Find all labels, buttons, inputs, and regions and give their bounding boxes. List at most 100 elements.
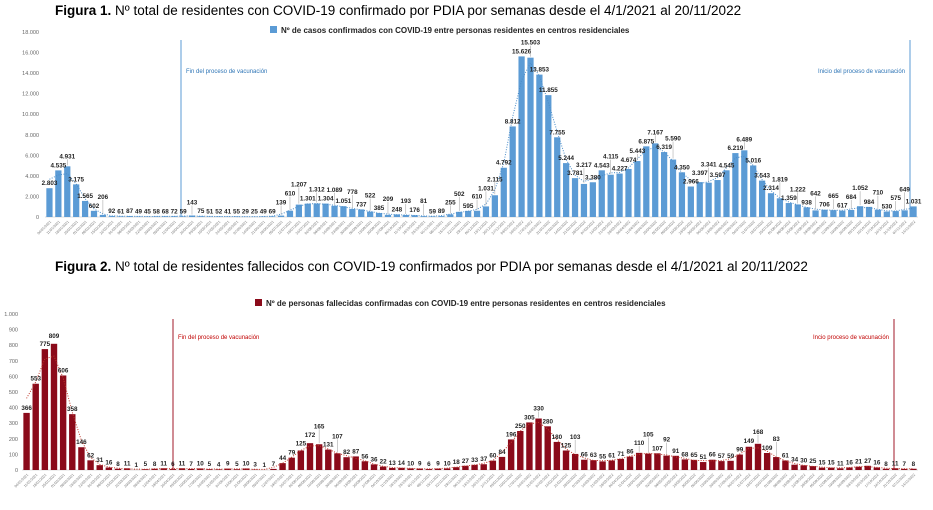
data-label: 66 [709, 452, 717, 459]
data-label: 6.489 [736, 136, 752, 143]
data-label: 41 [224, 209, 232, 216]
y-tick-label: 100 [9, 452, 18, 458]
data-label: 66 [581, 452, 589, 459]
bar-07/02/2022 [554, 137, 561, 217]
data-label: 11 [179, 460, 186, 467]
bar-06/06/2022 [705, 182, 712, 217]
data-label: 59 [429, 208, 437, 215]
data-label: 62 [87, 452, 95, 459]
data-label: 1.207 [291, 182, 307, 189]
bar-23/05/2022 [681, 459, 689, 470]
bar-11/10/2021 [389, 467, 396, 470]
bar-21/06/2021 [260, 216, 267, 217]
bar-28/03/2022 [608, 460, 615, 470]
y-tick-label: 14.000 [22, 71, 39, 77]
data-label: 15.626 [512, 48, 532, 55]
bar-28/02/2022 [580, 183, 588, 217]
vaccination-annotation: Fin del proceso de vacunación [178, 335, 259, 341]
data-label: 110 [634, 440, 645, 447]
bar-04/10/2021 [393, 214, 400, 217]
data-label: 3.341 [701, 162, 717, 169]
bar-16/08/2021 [331, 205, 338, 217]
data-label: 5 [144, 461, 148, 468]
bar-29/03/2021 [153, 216, 160, 217]
bar-30/08/2021 [334, 453, 341, 470]
bar-20/06/2022 [723, 170, 730, 217]
bar-17/05/2021 [197, 468, 204, 470]
data-label: 250 [515, 423, 526, 430]
data-label: 3.781 [567, 170, 583, 177]
bar-24/01/2022 [536, 74, 543, 217]
data-label: 18 [453, 459, 461, 466]
bar-22/11/2021 [456, 211, 463, 217]
data-label: 11 [837, 460, 844, 467]
data-label: 56 [361, 453, 369, 460]
bar-25/07/2022 [767, 193, 775, 217]
bar-15/08/2022 [791, 464, 798, 470]
bar-30/05/2022 [690, 459, 698, 470]
data-label: 193 [401, 198, 412, 205]
data-label: 25 [809, 458, 817, 465]
bar-20/12/2021 [480, 464, 487, 470]
bar-12/07/2021 [270, 468, 277, 470]
bar-06/09/2021 [358, 209, 365, 217]
bar-08/11/2021 [425, 469, 433, 470]
bar-08/08/2022 [785, 203, 792, 217]
data-label: 31 [96, 457, 104, 464]
bar-21/02/2022 [571, 178, 579, 217]
data-label: 4.545 [719, 162, 735, 169]
bar-17/10/2022 [874, 209, 882, 217]
bar-07/03/2022 [581, 459, 588, 470]
data-label: 9 [418, 461, 422, 468]
data-label: 775 [40, 341, 51, 348]
bar-29/11/2021 [453, 467, 460, 470]
data-label: 330 [533, 406, 544, 413]
data-label: 84 [498, 449, 506, 456]
bar-20/09/2021 [375, 213, 383, 217]
bar-18/10/2021 [398, 467, 405, 470]
data-label: 8 [912, 461, 916, 468]
data-label: 149 [744, 438, 755, 445]
data-label: 49 [260, 208, 268, 215]
bar-21/03/2022 [599, 461, 606, 470]
data-label: 143 [187, 200, 198, 207]
bar-01/02/2021 [81, 200, 89, 217]
figure-1-chart: Nº de casos confirmados con COVID-19 ent… [22, 26, 922, 235]
bar-11/04/2022 [634, 161, 641, 217]
data-label: 1.819 [772, 176, 788, 183]
data-label: 21 [855, 459, 863, 466]
data-label: 4.227 [612, 166, 628, 173]
data-label: 87 [352, 448, 360, 455]
data-label: 3 [253, 462, 257, 469]
legend: Nº de personas fallecidas confirmadas co… [255, 299, 666, 308]
data-label: 8 [153, 461, 157, 468]
data-label: 16 [846, 460, 854, 467]
bar-07/11/2022 [901, 468, 908, 470]
bar-04/07/2022 [741, 150, 748, 217]
data-label: 7 [189, 461, 193, 468]
y-tick-label: 6.000 [25, 153, 39, 159]
bar-09/08/2021 [306, 443, 314, 470]
bar-31/10/2022 [891, 468, 899, 470]
data-label: 7.167 [647, 129, 663, 136]
y-tick-label: 2.000 [25, 194, 39, 200]
bar-14/06/2021 [233, 469, 241, 470]
bar-31/01/2022 [545, 95, 552, 217]
bar-09/08/2021 [322, 203, 329, 217]
bar-01/03/2021 [96, 465, 103, 470]
data-label: 92 [663, 437, 671, 444]
bar-03/10/2022 [856, 206, 864, 217]
bar-20/09/2021 [361, 461, 369, 470]
data-label: 33 [471, 457, 479, 464]
bar-08/02/2021 [90, 210, 98, 217]
bar-15/03/2021 [135, 216, 142, 217]
data-label: 59 [180, 208, 188, 215]
data-label: 2.966 [683, 179, 699, 186]
data-label: 13 [389, 460, 397, 467]
bar-26/07/2021 [288, 457, 295, 470]
figure-2-title-text: Nº total de residentes fallecidos con CO… [115, 259, 808, 274]
bar-19/07/2021 [295, 204, 303, 217]
data-label: 11 [124, 460, 131, 467]
